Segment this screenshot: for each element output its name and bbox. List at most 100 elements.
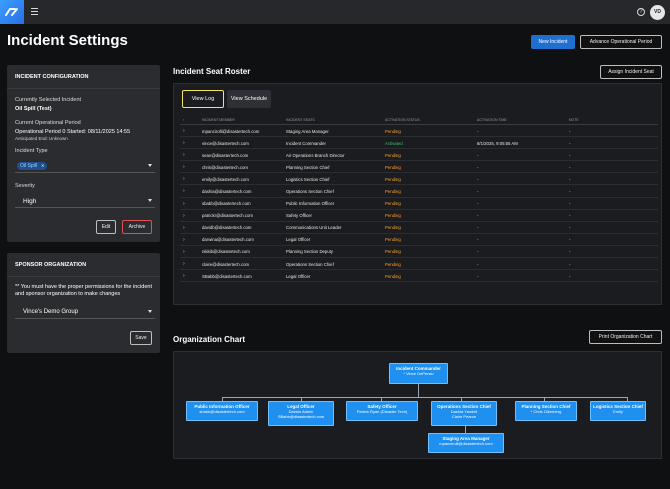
cell-status: Pending: [385, 249, 401, 255]
menu-icon[interactable]: [31, 8, 38, 15]
cell-time: -: [477, 201, 479, 207]
table-row[interactable]: › mpancirolli@disastertech.com Staging Are…: [180, 125, 658, 138]
chevron-down-icon: [148, 310, 152, 313]
cell-time: -: [477, 176, 479, 182]
table-row[interactable]: › claire@disastertech.com Operations Secti…: [180, 258, 658, 271]
table-row[interactable]: › patrickr@disastertech.com Safety Officer…: [180, 210, 658, 222]
chevron-right-icon[interactable]: ›: [183, 200, 185, 207]
table-row[interactable]: › SBabb@disastertech.com Legal Officer Pend…: [180, 270, 658, 283]
avatar[interactable]: VD: [650, 5, 665, 20]
cell-seat: Public Information Officer: [286, 201, 335, 207]
tab-view-schedule[interactable]: View Schedule: [227, 90, 271, 108]
assign-incident-seat-button[interactable]: Assign Incident Seat: [600, 65, 662, 79]
advance-operational-period-button[interactable]: Advance Operational Period: [580, 35, 662, 49]
chevron-right-icon[interactable]: ›: [183, 236, 185, 243]
sponsor-organization-header: SPONSOR ORGANIZATION: [7, 253, 160, 277]
cell-seat: Staging Area Manager: [286, 128, 329, 134]
org-node-logistics-section-chief[interactable]: Logistics Section Chief Emily: [590, 401, 646, 421]
severity-value: High: [23, 198, 37, 205]
table-row[interactable]: › dashia@disastertech.com Operations Secti…: [180, 185, 658, 198]
cell-member: davidb@disastertech.com: [202, 225, 252, 231]
cell-member: sbabb@disastertech.com: [202, 201, 251, 207]
cell-seat: Operations Section Chief: [286, 188, 334, 194]
table-row[interactable]: › emily@disastertech.com Logistics Section…: [180, 173, 658, 186]
chevron-right-icon[interactable]: ›: [183, 140, 185, 147]
incident-type-chip[interactable]: Oil Spill ✕: [17, 162, 48, 170]
cell-note: -: [569, 188, 571, 194]
cell-note: -: [569, 140, 571, 146]
cell-time: 8/1/2025, 9:05:55 AM: [477, 140, 518, 146]
org-node-legal-officer[interactable]: Legal Officer Darwin Admin SBabb@disaste…: [268, 401, 334, 426]
incident-type-select[interactable]: Oil Spill ✕: [15, 160, 155, 173]
cell-time: -: [477, 261, 479, 267]
org-node-public-information-officer[interactable]: Public Information Officer sbabb@disaste…: [186, 401, 258, 421]
cell-seat: Logistics Section Chief: [286, 176, 330, 182]
archive-button[interactable]: Archive: [122, 220, 152, 234]
chevron-right-icon[interactable]: ›: [183, 152, 185, 159]
cell-status: Pending: [385, 201, 401, 207]
chevron-right-icon[interactable]: ›: [183, 224, 185, 231]
cell-member: claire@disastertech.com: [202, 261, 250, 267]
chip-remove-icon[interactable]: ✕: [40, 163, 45, 168]
chevron-right-icon[interactable]: ›: [183, 176, 185, 183]
column-header: ACTIVATION STATUS: [385, 118, 420, 122]
help-icon[interactable]: ?: [637, 8, 645, 16]
severity-select[interactable]: High: [15, 195, 155, 208]
save-button[interactable]: Save: [130, 331, 152, 345]
chevron-down-icon: [148, 164, 152, 167]
org-chart: Incident Commander * Vince DePersio Publ…: [173, 351, 662, 459]
column-header: INCIDENT SEATS: [286, 118, 315, 122]
roster-table-card: View Log View Schedule › INCIDENT MEMBER…: [173, 83, 662, 305]
chevron-right-icon[interactable]: ›: [183, 128, 185, 134]
cell-member: darwina@disastertech.com: [202, 237, 254, 243]
print-organization-chart-button[interactable]: Print Organization Chart: [589, 330, 662, 344]
column-header: INCIDENT MEMBER: [202, 118, 235, 122]
chevron-down-icon: [148, 199, 152, 202]
org-node-incident-commander[interactable]: Incident Commander * Vince DePersio: [389, 363, 448, 384]
table-row[interactable]: › chris@disastertech.com Planning Section …: [180, 161, 658, 174]
chevron-right-icon[interactable]: ›: [183, 273, 185, 280]
page-title: Incident Settings: [7, 32, 128, 49]
new-incident-button[interactable]: New Incident: [531, 35, 575, 49]
chevron-right-icon[interactable]: ›: [183, 261, 185, 268]
org-chart-title: Organization Chart: [173, 335, 246, 344]
table-row[interactable]: › vince@disastertech.com Incident Commande…: [180, 137, 658, 150]
cell-status: Pending: [385, 273, 401, 279]
table-row[interactable]: › darwina@disastertech.com Legal Officer Pe…: [180, 234, 658, 246]
table-row[interactable]: › davidb@disastertech.com Communications U…: [180, 222, 658, 234]
table-row[interactable]: › nikkib@disastertech.com Planning Section…: [180, 246, 658, 259]
org-node-operations-section-chief[interactable]: Operations Section Chief Dashia Yandell …: [431, 401, 497, 426]
sponsor-organization-select[interactable]: Vince's Demo Group: [15, 306, 155, 319]
cell-seat: Planning Section Chief: [286, 164, 330, 170]
cell-member: SBabb@disastertech.com: [202, 273, 252, 279]
tab-view-log[interactable]: View Log: [182, 90, 224, 108]
column-header: NOTE: [569, 118, 579, 122]
cell-seat: Air Operations Branch Director: [286, 152, 345, 158]
org-node-staging-area-manager[interactable]: Staging Area Manager mpancirolli@disaste…: [428, 433, 504, 453]
cell-member: vince@disastertech.com: [202, 140, 249, 146]
cell-status: Pending: [385, 188, 401, 194]
cell-time: -: [477, 225, 479, 231]
chevron-right-icon[interactable]: ›: [183, 188, 185, 195]
table-row[interactable]: › sbabb@disastertech.com Public Informatio…: [180, 198, 658, 210]
incident-configuration-header: INCIDENT CONFIGURATION: [7, 65, 160, 89]
cell-status: Activated: [385, 140, 403, 146]
org-node-planning-section-chief[interactable]: Planning Section Chief * Chris Oikerberg: [515, 401, 577, 421]
cell-note: -: [569, 201, 571, 207]
cell-status: Pending: [385, 152, 401, 158]
cell-status: Pending: [385, 176, 401, 182]
cell-member: nikkib@disastertech.com: [202, 249, 250, 255]
cell-note: -: [569, 237, 571, 243]
chevron-right-icon[interactable]: ›: [183, 248, 185, 255]
cell-time: -: [477, 249, 479, 255]
chevron-right-icon[interactable]: ›: [183, 212, 185, 219]
app-logo-icon[interactable]: [0, 0, 24, 24]
table-row[interactable]: › sean@disastertech.com Air Operations Bra…: [180, 149, 658, 162]
cell-time: -: [477, 237, 479, 243]
cell-time: -: [477, 152, 479, 158]
cell-note: -: [569, 176, 571, 182]
cell-status: Pending: [385, 237, 401, 243]
org-node-safety-officer[interactable]: Safety Officer Patrick Ryan (Disaster Te…: [346, 401, 418, 421]
chevron-right-icon[interactable]: ›: [183, 164, 185, 171]
edit-button[interactable]: Edit: [96, 220, 116, 234]
